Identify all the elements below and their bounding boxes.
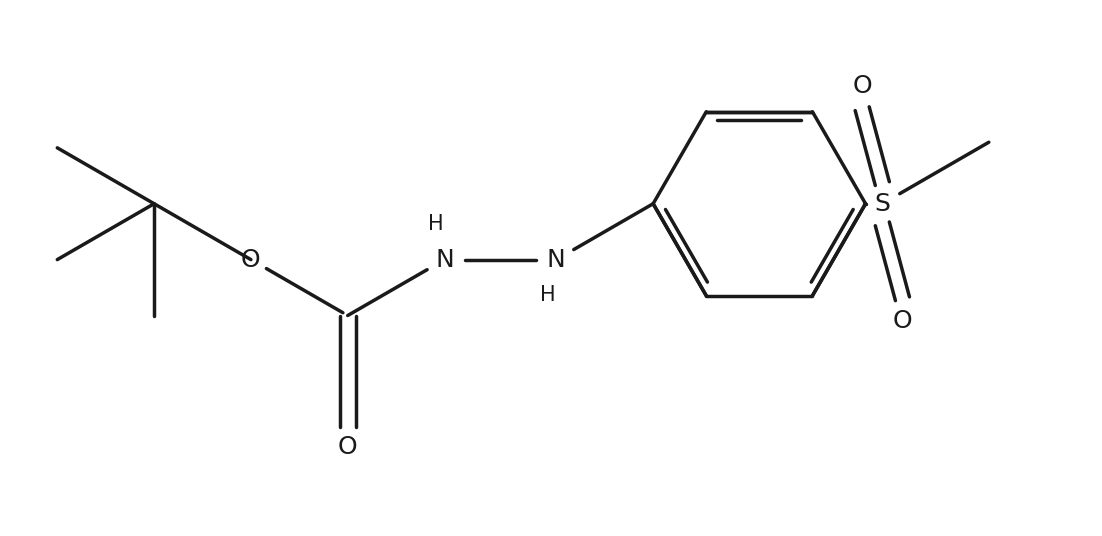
Text: N: N: [435, 248, 454, 272]
Text: S: S: [874, 192, 890, 215]
Text: H: H: [540, 285, 555, 306]
Text: O: O: [852, 75, 872, 98]
Text: O: O: [241, 248, 261, 272]
Text: N: N: [547, 248, 565, 272]
Text: O: O: [338, 435, 357, 459]
Text: O: O: [893, 309, 912, 333]
Text: H: H: [428, 214, 443, 234]
